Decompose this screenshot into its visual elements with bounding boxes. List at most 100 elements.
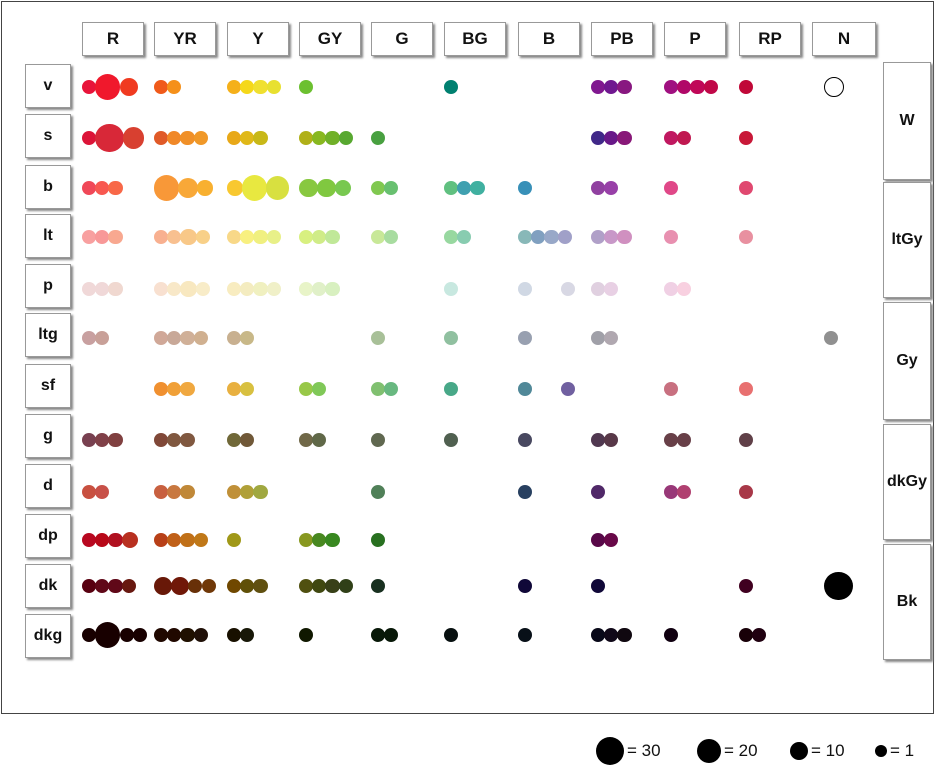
- dot-dkg-rp: [752, 627, 767, 643]
- neutral-tone-dkgy: dkGy: [883, 424, 931, 540]
- dot-b-g: [371, 180, 386, 196]
- dot-dk-y: [253, 578, 268, 594]
- dot-d-yr: [180, 484, 195, 500]
- dot-dkg-gy: [299, 627, 314, 643]
- dot-sf-y: [240, 381, 255, 397]
- dot-v-y: [266, 79, 281, 95]
- legend-item: = 30: [596, 736, 661, 766]
- dot-g-p: [664, 432, 679, 448]
- dot-s-gy: [338, 130, 353, 146]
- dot-lt-yr: [195, 229, 211, 245]
- dot-lt-p: [664, 229, 679, 245]
- dot-p-pb: [591, 281, 606, 297]
- dot-p-pb: [604, 281, 619, 297]
- dot-g-b: [518, 432, 533, 448]
- dot-b-p: [664, 180, 679, 196]
- dot-dk-b: [518, 578, 533, 594]
- dot-s-g: [371, 130, 386, 146]
- dot-p-yr: [180, 280, 197, 298]
- dot-ltg-y: [240, 330, 255, 346]
- dot-v-p: [703, 79, 718, 95]
- dot-d-r: [95, 484, 110, 500]
- dot-dkg-r: [82, 627, 97, 643]
- dot-dkg-rp: [739, 627, 754, 643]
- dot-lt-r: [82, 229, 97, 245]
- dot-d-y: [253, 484, 268, 500]
- dot-p-y: [266, 281, 281, 297]
- dot-ltg-yr: [193, 330, 208, 346]
- dot-v-r: [119, 77, 139, 97]
- dot-lt-yr: [154, 229, 169, 245]
- dot-p-bg: [444, 281, 459, 297]
- dot-ltg-n: [824, 330, 839, 346]
- dot-dp-yr: [154, 532, 169, 548]
- dot-dp-pb: [604, 532, 619, 548]
- column-header-gy: GY: [299, 22, 361, 56]
- dot-dp-gy: [325, 532, 340, 548]
- dot-dk-y: [227, 578, 242, 594]
- dot-d-r: [82, 484, 97, 500]
- dot-dkg-pb: [617, 627, 632, 643]
- dot-dkg-r: [119, 627, 134, 643]
- dot-lt-b: [518, 229, 533, 245]
- dot-lt-rp: [739, 229, 754, 245]
- dot-g-pb: [591, 432, 606, 448]
- dot-s-r: [122, 127, 144, 149]
- dot-ltg-yr: [154, 330, 169, 346]
- legend-label: = 10: [811, 741, 845, 760]
- dot-d-y: [227, 484, 242, 500]
- column-header-pb: PB: [591, 22, 653, 56]
- dot-g-bg: [444, 432, 459, 448]
- dot-s-r: [82, 130, 97, 146]
- row-header-s: s: [25, 114, 71, 158]
- dot-b-y: [227, 180, 243, 196]
- dot-v-pb: [591, 79, 606, 95]
- dot-v-n: [824, 76, 845, 98]
- dot-g-r: [82, 432, 97, 448]
- column-header-bg: BG: [444, 22, 506, 56]
- dot-s-y: [240, 130, 255, 146]
- dot-p-p: [677, 281, 692, 297]
- row-header-b: b: [25, 165, 71, 209]
- dot-dk-r: [95, 578, 110, 594]
- dot-g-rp: [739, 432, 754, 448]
- dot-dk-r: [108, 578, 123, 594]
- row-header-dp: dp: [25, 514, 71, 558]
- dot-p-y: [253, 281, 268, 297]
- dot-lt-y: [253, 229, 268, 245]
- dot-dkg-y: [227, 627, 242, 643]
- dot-dk-yr: [201, 578, 216, 594]
- dot-p-yr: [154, 281, 169, 297]
- dot-dp-g: [371, 532, 386, 548]
- row-header-v: v: [25, 64, 71, 108]
- row-header-lt: lt: [25, 214, 71, 258]
- dot-v-y: [227, 79, 242, 95]
- dot-b-bg: [444, 180, 459, 196]
- neutral-tone-ltgy: ltGy: [883, 182, 931, 298]
- dot-ltg-y: [227, 330, 242, 346]
- dot-b-yr: [154, 175, 180, 201]
- row-header-sf: sf: [25, 364, 71, 408]
- dot-g-r: [108, 432, 123, 448]
- dot-dkg-p: [664, 627, 679, 643]
- dot-lt-yr: [180, 228, 197, 246]
- dot-d-rp: [739, 484, 754, 500]
- column-header-b: B: [518, 22, 580, 56]
- dot-lt-r: [95, 229, 110, 245]
- dot-p-r: [108, 281, 123, 297]
- dot-d-y: [240, 484, 255, 500]
- dot-b-gy: [299, 178, 318, 198]
- dot-g-gy: [299, 432, 314, 448]
- dot-s-gy: [299, 130, 314, 146]
- dot-g-gy: [312, 432, 327, 448]
- neutral-tone-w: W: [883, 62, 931, 180]
- dot-v-p: [690, 79, 705, 95]
- dot-s-yr: [180, 130, 195, 146]
- dot-b-r: [108, 180, 123, 196]
- dot-b-bg: [457, 180, 472, 196]
- dot-dkg-yr: [154, 627, 169, 643]
- dot-sf-yr: [167, 381, 182, 397]
- dot-dkg-yr: [180, 627, 195, 643]
- dot-dp-yr: [167, 532, 182, 548]
- dot-s-gy: [312, 130, 327, 146]
